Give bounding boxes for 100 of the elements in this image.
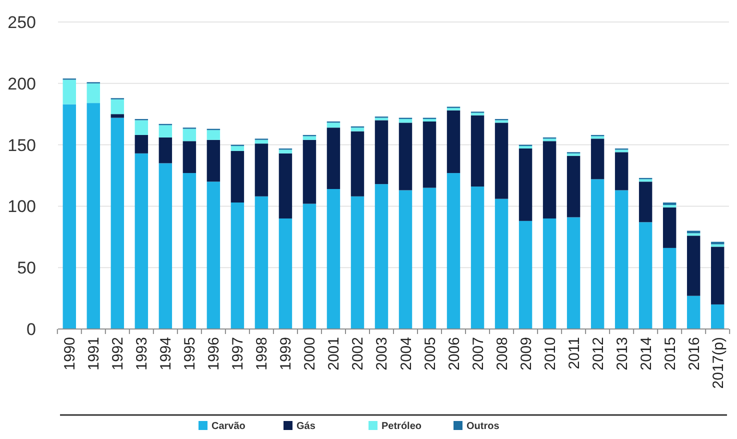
bar bbox=[182, 173, 196, 329]
x-tick-label: 2009 bbox=[518, 337, 535, 370]
bar bbox=[134, 120, 148, 135]
bar bbox=[470, 186, 484, 329]
x-tick-label: 2016 bbox=[686, 337, 703, 370]
x-tick-label: 2007 bbox=[470, 337, 487, 370]
bar bbox=[206, 130, 220, 140]
y-tick-label: 150 bbox=[8, 136, 36, 155]
x-tick-label: 2004 bbox=[398, 337, 415, 370]
bar bbox=[350, 128, 364, 132]
bar bbox=[590, 136, 604, 139]
y-tick-label: 50 bbox=[17, 258, 36, 278]
bar bbox=[278, 150, 292, 154]
x-tick-label: 1999 bbox=[278, 337, 295, 370]
bar bbox=[470, 112, 484, 116]
bar bbox=[62, 104, 76, 329]
x-tick-label: 2000 bbox=[302, 337, 319, 370]
bar bbox=[470, 115, 484, 187]
bar bbox=[446, 173, 460, 329]
bar bbox=[662, 207, 676, 248]
bar bbox=[710, 242, 724, 244]
bar bbox=[638, 182, 652, 222]
bar bbox=[230, 150, 244, 203]
bar bbox=[398, 119, 412, 123]
bar bbox=[374, 120, 388, 184]
bar bbox=[158, 125, 172, 138]
bar bbox=[542, 138, 556, 142]
bar bbox=[566, 153, 580, 156]
bar bbox=[662, 248, 676, 329]
bar bbox=[614, 190, 628, 329]
bar bbox=[302, 204, 316, 329]
bar bbox=[230, 202, 244, 329]
bar bbox=[326, 128, 340, 190]
x-tick-label: 2010 bbox=[542, 337, 559, 370]
bar bbox=[206, 140, 220, 182]
x-tick-label: 2006 bbox=[446, 337, 463, 370]
bar bbox=[590, 179, 604, 329]
x-tick-label: 1992 bbox=[110, 337, 127, 370]
bar bbox=[590, 138, 604, 180]
bar bbox=[494, 120, 508, 123]
bar bbox=[182, 141, 196, 174]
x-tick-label: 2014 bbox=[638, 337, 655, 370]
bar bbox=[662, 204, 676, 208]
bar bbox=[158, 163, 172, 329]
x-tick-label: 1997 bbox=[230, 337, 247, 370]
bar bbox=[254, 196, 268, 329]
bar bbox=[542, 141, 556, 218]
bar bbox=[158, 137, 172, 164]
bar bbox=[254, 140, 268, 144]
bar bbox=[86, 103, 100, 329]
bar bbox=[518, 148, 532, 221]
bar bbox=[110, 118, 124, 329]
bar bbox=[422, 121, 436, 188]
x-tick-label: 1990 bbox=[62, 337, 79, 370]
bar bbox=[566, 217, 580, 329]
bar bbox=[350, 196, 364, 329]
legend-label: Outros bbox=[466, 421, 500, 432]
x-tick-label: 1991 bbox=[86, 337, 103, 370]
bar bbox=[134, 153, 148, 329]
bar bbox=[686, 236, 700, 296]
bar bbox=[686, 233, 700, 236]
x-tick-label: 2017(p) bbox=[710, 336, 727, 389]
bar bbox=[350, 131, 364, 196]
x-tick-label: 1995 bbox=[182, 337, 199, 370]
bar bbox=[206, 182, 220, 329]
bar bbox=[614, 150, 628, 152]
bar bbox=[494, 198, 508, 329]
x-tick-label: 2008 bbox=[494, 337, 511, 370]
legend-label: Petróleo bbox=[382, 421, 422, 432]
x-tick-label: 1993 bbox=[134, 337, 151, 370]
x-tick-label: 2003 bbox=[374, 337, 391, 370]
bar bbox=[710, 304, 724, 329]
bar bbox=[494, 122, 508, 199]
bar bbox=[302, 136, 316, 140]
bar bbox=[134, 134, 148, 154]
bar bbox=[614, 152, 628, 190]
y-tick-label: 200 bbox=[8, 74, 36, 94]
x-tick-label: 1998 bbox=[254, 337, 271, 370]
x-tick-label: 2013 bbox=[614, 337, 631, 370]
x-tick-label: 2002 bbox=[350, 337, 367, 370]
x-tick-label: 1994 bbox=[158, 337, 175, 370]
bar bbox=[638, 222, 652, 329]
y-tick-label: 100 bbox=[8, 197, 36, 216]
bar bbox=[422, 188, 436, 329]
x-tick-label: 1996 bbox=[206, 337, 223, 370]
bar bbox=[398, 122, 412, 190]
bar bbox=[710, 246, 724, 304]
bar bbox=[254, 144, 268, 196]
bar bbox=[446, 110, 460, 174]
bar bbox=[230, 146, 244, 151]
bar bbox=[446, 108, 460, 110]
bar bbox=[302, 140, 316, 204]
bar bbox=[278, 153, 292, 218]
x-tick-label: 2015 bbox=[662, 337, 679, 370]
bar bbox=[374, 184, 388, 329]
bar bbox=[110, 99, 124, 114]
bar bbox=[398, 190, 412, 329]
bar bbox=[182, 128, 196, 142]
bar bbox=[326, 122, 340, 128]
y-tick-label: 0 bbox=[26, 320, 36, 339]
